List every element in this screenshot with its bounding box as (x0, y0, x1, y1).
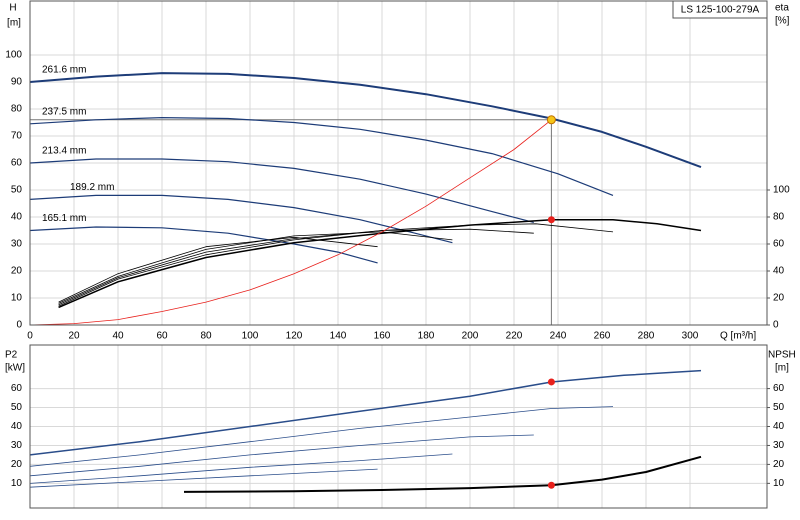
y2-tick-label: 100 (773, 185, 790, 196)
curve (58, 236, 378, 303)
curve (29, 119, 552, 326)
x-tick-label: 140 (330, 331, 347, 342)
y-tick-label: 10 (11, 478, 23, 489)
curve (58, 231, 453, 304)
operating-point (546, 115, 556, 125)
x-tick-label: 100 (242, 331, 259, 342)
y-tick-label: 60 (11, 158, 23, 169)
y-tick-label: 40 (11, 212, 23, 223)
curve (183, 455, 702, 493)
x-tick-label: 0 (27, 331, 33, 342)
x-tick-label: 220 (506, 331, 523, 342)
y-tick-label: 30 (11, 239, 23, 250)
curve-label: 213.4 mm (42, 146, 86, 157)
curve (58, 218, 702, 309)
y-axis-unit: [m] (7, 18, 21, 29)
curve (29, 453, 453, 484)
curve (29, 434, 534, 477)
y2-tick-label: 60 (773, 239, 785, 250)
y2-axis-unit: [%] (775, 16, 790, 27)
curve (58, 223, 614, 307)
y2-tick-label: 20 (773, 459, 785, 470)
y-axis-unit: [kW] (5, 363, 25, 374)
curve (29, 72, 702, 169)
x-tick-label: 40 (112, 331, 124, 342)
x-tick-label: 240 (550, 331, 567, 342)
curve-label: 189.2 mm (70, 182, 114, 193)
x-tick-label: 60 (156, 331, 168, 342)
x-tick-label: 180 (418, 331, 435, 342)
curve (29, 117, 614, 196)
y2-tick-label: 20 (773, 293, 785, 304)
x-tick-label: 160 (374, 331, 391, 342)
y2-axis-label: eta (775, 3, 789, 14)
x-axis-label: Q [m³/h] (720, 331, 756, 342)
top-frame (29, 0, 768, 326)
y2-tick-label: 40 (773, 421, 785, 432)
x-tick-label: 80 (200, 331, 212, 342)
y2-tick-label: 10 (773, 478, 785, 489)
chart-title: LS 125-100-279A (681, 5, 760, 16)
y2-tick-label: 50 (773, 402, 785, 413)
y2-tick-label: 80 (773, 212, 785, 223)
y2-axis-label: NPSH (768, 350, 796, 361)
curve (29, 226, 378, 264)
y-tick-label: 80 (11, 104, 23, 115)
curve (58, 228, 534, 306)
curve (29, 406, 614, 467)
point (547, 378, 555, 386)
y-tick-label: 90 (11, 77, 23, 88)
y-tick-label: 0 (16, 320, 22, 331)
y-axis-label: P2 (5, 350, 18, 361)
grid-layer (29, 1, 767, 508)
point (547, 481, 555, 489)
y-tick-label: 50 (11, 402, 23, 413)
x-tick-label: 260 (594, 331, 611, 342)
curve (29, 158, 534, 223)
x-tick-label: 120 (286, 331, 303, 342)
x-tick-label: 20 (68, 331, 80, 342)
y2-tick-label: 60 (773, 383, 785, 394)
x-tick-label: 200 (462, 331, 479, 342)
y-axis-label: H (9, 3, 16, 14)
title-box (672, 0, 768, 19)
curve-label: 237.5 mm (42, 106, 86, 117)
data-layer (29, 72, 702, 493)
y-tick-label: 70 (11, 131, 23, 142)
point (547, 216, 555, 224)
curve (29, 369, 702, 456)
y-tick-label: 30 (11, 440, 23, 451)
y-tick-label: 10 (11, 293, 23, 304)
x-tick-label: 280 (638, 331, 655, 342)
y-tick-label: 40 (11, 421, 23, 432)
y-tick-label: 60 (11, 383, 23, 394)
y-tick-label: 50 (11, 185, 23, 196)
y-tick-label: 20 (11, 266, 23, 277)
curve-label: 165.1 mm (42, 213, 86, 224)
curve (29, 468, 378, 488)
y2-tick-label: 30 (773, 440, 785, 451)
y-tick-label: 20 (11, 459, 23, 470)
y2-tick-label: 0 (773, 320, 779, 331)
y2-tick-label: 40 (773, 266, 785, 277)
curve-label: 261.6 mm (42, 65, 86, 76)
y2-axis-unit: [m] (775, 363, 789, 374)
x-tick-label: 300 (682, 331, 699, 342)
y-tick-label: 100 (5, 50, 22, 61)
